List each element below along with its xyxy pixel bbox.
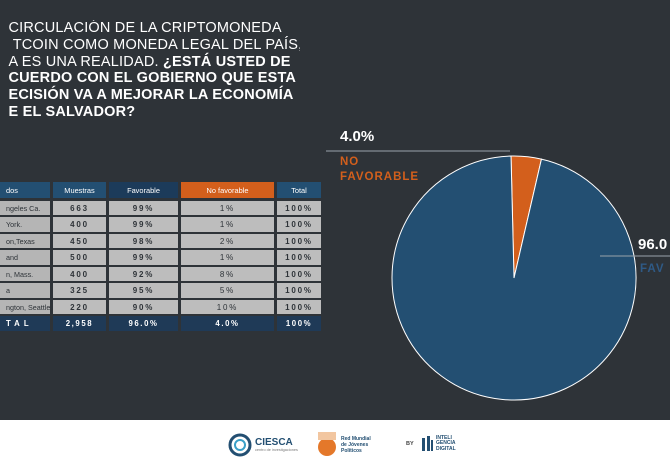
table-row: ngeles Ca. 663 99% 1% 100% xyxy=(0,201,324,216)
table-body: ngeles Ca. 663 99% 1% 100% York. 400 99% 1% 100% o… xyxy=(0,201,324,315)
infographic-panel: CIRCULACIÓN DE LA CRIPTOMONEDA TCOIN COM… xyxy=(0,0,670,420)
table-cell-favorable: 92% xyxy=(109,266,178,282)
red-mundial-logo: Red Mundial de Jóvenes Políticos xyxy=(316,430,371,460)
table-cell-no-favorable: 1% xyxy=(181,201,274,216)
favorable-label: FAV xyxy=(640,263,665,275)
table-cell-place: York. xyxy=(0,217,50,232)
table-cell-no-favorable: 1% xyxy=(181,250,274,265)
total-no-favorable: 4.0% xyxy=(181,316,274,331)
by-label: BY xyxy=(406,441,414,447)
table-cell-total: 100% xyxy=(277,283,321,298)
header-no-favorable: No favorable xyxy=(181,182,274,198)
table-cell-no-favorable: 1% xyxy=(181,217,274,232)
table-cell-total: 100% xyxy=(277,201,321,216)
question-line-4: CUERDO CON EL GOBIERNO QUE ESTA xyxy=(8,70,297,87)
table-cell-total: 100% xyxy=(277,217,321,232)
table-cell-place: a xyxy=(0,283,50,298)
table-cell-favorable: 98% xyxy=(109,233,178,249)
table-row: n, Mass. 400 92% 8% 100% xyxy=(0,266,324,282)
total-favorable: 96.0% xyxy=(109,316,178,331)
pie-slice-favorable xyxy=(391,155,637,401)
pie-chart xyxy=(326,150,670,401)
survey-question: CIRCULACIÓN DE LA CRIPTOMONEDA TCOIN COM… xyxy=(0,20,300,121)
question-line-3: A ES UNA REALIDAD. ¿ESTÁ USTED DE xyxy=(8,53,291,70)
inteligencia-digital-logo: INTELI GENCIA DIGITAL xyxy=(420,435,456,453)
no-favorable-percent: 4.0% xyxy=(340,128,375,145)
no-favorable-label: NO FAVORABLE xyxy=(340,156,420,183)
table-cell-total: 100% xyxy=(277,266,321,282)
total-label: TAL xyxy=(0,316,50,331)
table-row: a 325 95% 5% 100% xyxy=(0,283,324,298)
question-line-5: ECISIÓN VA A MEJORAR LA ECONOMÍA xyxy=(8,87,294,104)
table-cell-total: 100% xyxy=(277,250,321,265)
table-cell-muestras: 400 xyxy=(53,217,106,232)
table-row: on,Texas 450 98% 2% 100% xyxy=(0,233,324,249)
table-cell-place: and xyxy=(0,250,50,265)
globe-icon xyxy=(318,432,336,456)
table-cell-muestras: 500 xyxy=(53,250,106,265)
table-cell-favorable: 99% xyxy=(109,250,178,265)
table-cell-place: ngeles Ca. xyxy=(0,201,50,216)
table-cell-favorable: 99% xyxy=(109,217,178,232)
total-total: 100% xyxy=(277,316,321,331)
table-cell-place: n, Mass. xyxy=(0,266,50,282)
header-muestras: Muestras xyxy=(53,182,106,198)
table-cell-muestras: 220 xyxy=(53,299,106,315)
header-favorable: Favorable xyxy=(109,182,178,198)
table-cell-muestras: 450 xyxy=(53,233,106,249)
table-cell-place: on,Texas xyxy=(0,233,50,249)
building-icon xyxy=(422,436,433,451)
question-line-6: E EL SALVADOR? xyxy=(8,103,136,120)
total-muestras: 2,958 xyxy=(53,316,106,331)
table-cell-no-favorable: 10% xyxy=(181,299,274,315)
table-cell-muestras: 400 xyxy=(53,266,106,282)
footer-logos: CIESCA centro de investigaciones Red Mun… xyxy=(0,420,670,470)
table-cell-no-favorable: 8% xyxy=(181,266,274,282)
table-cell-no-favorable: 5% xyxy=(181,283,274,298)
table-cell-favorable: 95% xyxy=(109,283,178,298)
table-cell-place: ngton, Seattle xyxy=(0,299,50,315)
table-row: and 500 99% 1% 100% xyxy=(0,250,324,265)
table-cell-total: 100% xyxy=(277,233,321,249)
table-cell-favorable: 99% xyxy=(109,201,178,216)
results-table: dos Muestras Favorable No favorable Tota… xyxy=(0,182,324,333)
table-row: York. 400 99% 1% 100% xyxy=(0,217,324,232)
table-row: ngton, Seattle 220 90% 10% 100% xyxy=(0,299,324,315)
table-cell-muestras: 663 xyxy=(53,201,106,216)
favorable-percent: 96.0 xyxy=(638,236,668,253)
question-line-1: CIRCULACIÓN DE LA CRIPTOMONEDA xyxy=(8,20,282,36)
table-cell-favorable: 90% xyxy=(109,299,178,315)
header-place: dos xyxy=(0,182,50,198)
header-total: Total xyxy=(277,182,321,198)
ciesca-logo: CIESCA centro de investigaciones xyxy=(228,433,298,457)
table-total-row: TAL 2,958 96.0% 4.0% 100% xyxy=(0,316,324,331)
table-cell-muestras: 325 xyxy=(53,283,106,298)
table-cell-total: 100% xyxy=(277,299,321,315)
table-cell-no-favorable: 2% xyxy=(181,233,274,249)
question-line-2: TCOIN COMO MONEDA LEGAL DEL PAÍS, xyxy=(12,36,300,53)
table-header-row: dos Muestras Favorable No favorable Tota… xyxy=(0,182,324,198)
ciesca-emblem-icon xyxy=(228,433,252,457)
